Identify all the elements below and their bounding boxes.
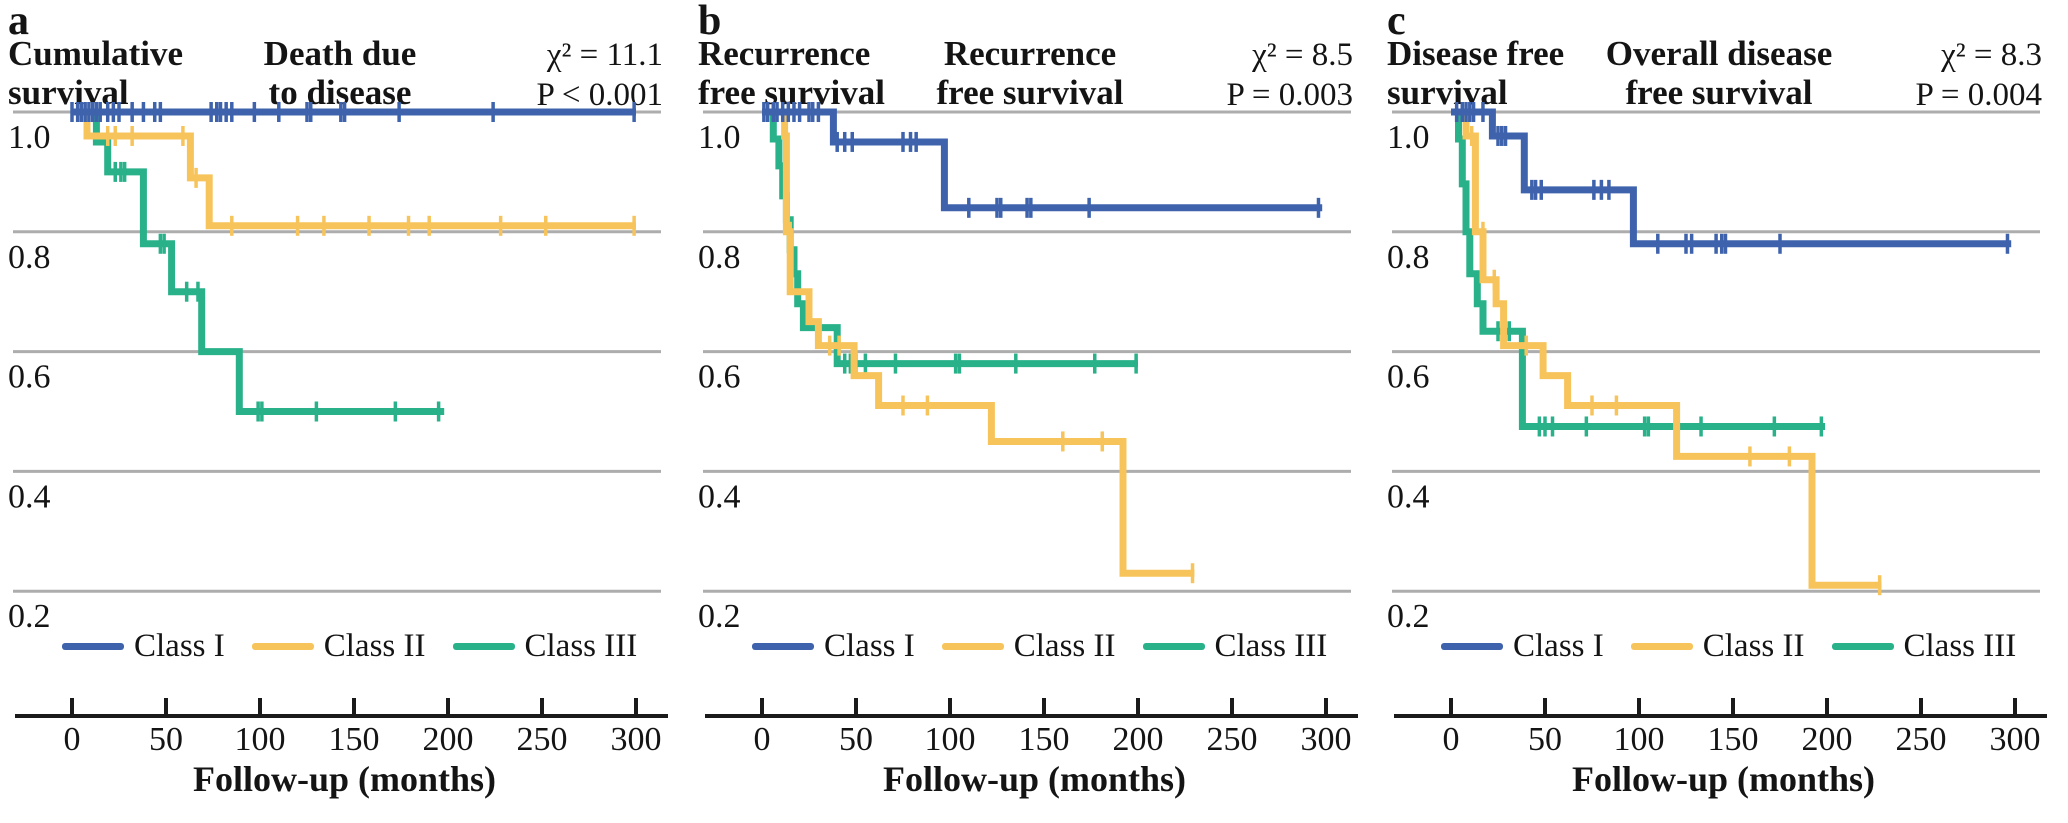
y-axis-tick-label: 1.0: [1387, 119, 1430, 156]
x-axis-tick-label: 100: [235, 721, 286, 758]
y-axis-tick-label: 0.2: [698, 598, 741, 635]
y-axis-title: Cumulative survival: [8, 34, 183, 113]
x-axis-tick-label: 250: [517, 721, 568, 758]
x-axis-tick-label: 100: [925, 721, 976, 758]
legend-label-class-ii: Class II: [323, 628, 426, 664]
km-curve-class-iii: [72, 108, 445, 415]
km-plot-panel-c: 1.0 0.8 0.6 0.4 0.2 0 50 100 150 200 250 300: [1387, 102, 2047, 758]
legend-swatch-class-i: [752, 643, 814, 650]
x-axis-tick-label: 50: [149, 721, 183, 758]
stats-annotation: χ² = 11.1 P < 0.001: [537, 36, 664, 115]
y-axis-tick-label: 0.6: [8, 359, 51, 396]
y-axis-tick-label: 0.8: [698, 239, 741, 276]
stats-annotation: χ² = 8.3 P = 0.004: [1916, 36, 2043, 115]
legend-label-class-i: Class I: [134, 628, 225, 664]
y-axis-title: Disease free survival: [1387, 34, 1565, 113]
x-axis-tick-label: 300: [1301, 721, 1352, 758]
legend-label-class-iii: Class III: [1903, 628, 2017, 664]
x-axis-tick-label: 50: [1528, 721, 1562, 758]
km-curve-class-i: [762, 108, 1323, 212]
panel-a: a Cumulative survival Death due to disea…: [0, 0, 689, 823]
x-axis-tick-label: 200: [423, 721, 474, 758]
panel-label: c: [1387, 0, 1406, 44]
y-axis-tick-label: 0.4: [8, 478, 51, 515]
x-axis-tick-label: 100: [1614, 721, 1665, 758]
y-axis-tick-label: 0.6: [698, 359, 741, 396]
stats-annotation: χ² = 8.5 P = 0.003: [1227, 36, 1354, 115]
x-axis-tick-label: 300: [1990, 721, 2041, 758]
chi-square-value: χ² = 11.1: [546, 37, 663, 73]
x-axis-tick-label: 250: [1896, 721, 1947, 758]
x-axis-tick-label: 200: [1802, 721, 1853, 758]
p-value: P = 0.003: [1226, 76, 1354, 113]
x-axis-tick-label: 0: [754, 721, 771, 758]
chi-square-value: χ² = 8.3: [1941, 37, 2042, 73]
x-axis-title: Follow-up (months): [882, 759, 1187, 799]
legend-label-class-i: Class I: [824, 628, 915, 664]
legend-label-class-iii: Class III: [524, 628, 638, 664]
y-axis-tick-label: 0.8: [1387, 239, 1430, 276]
p-value: P = 0.004: [1915, 76, 2043, 113]
x-axis-tick-label: 150: [329, 721, 380, 758]
y-axis-tick-label: 0.2: [1387, 598, 1430, 635]
legend-swatch-class-ii: [251, 643, 314, 650]
x-axis-tick-label: 50: [839, 721, 873, 758]
y-axis-tick-label: 0.2: [8, 598, 51, 635]
legend-label-class-ii: Class II: [1702, 628, 1805, 664]
panel-label: b: [698, 0, 722, 44]
km-plot-panel-a: 1.0 0.8 0.6 0.4 0.2 0 50 100 150 200 250 300: [8, 102, 668, 758]
x-axis-tick-label: 150: [1708, 721, 1759, 758]
legend-label-class-ii: Class II: [1013, 628, 1116, 664]
legend: Class I Class II Class III: [1441, 628, 2043, 665]
km-plot-panel-b: 1.0 0.8 0.6 0.4 0.2 0 50 100 150 200 250 300: [698, 102, 1358, 758]
legend-swatch-class-iii: [1142, 643, 1205, 650]
legend-swatch-class-ii: [941, 643, 1004, 650]
x-axis-tick-label: 0: [64, 721, 81, 758]
legend-label-class-i: Class I: [1513, 628, 1604, 664]
p-value: P < 0.001: [536, 76, 664, 113]
x-axis-tick-label: 200: [1113, 721, 1164, 758]
x-axis-title: Follow-up (months): [192, 759, 497, 799]
y-axis-title: Recurrence free survival: [698, 34, 885, 113]
y-axis-tick-label: 1.0: [8, 119, 51, 156]
km-curve-class-i: [1451, 108, 2012, 248]
chart-title: Death due to disease: [263, 34, 417, 113]
panel-label: a: [8, 0, 29, 44]
chart-title: Overall disease free survival: [1605, 34, 1833, 113]
x-axis-tick-label: 250: [1207, 721, 1258, 758]
km-curve-class-ii: [72, 108, 636, 230]
y-axis-tick-label: 0.4: [698, 478, 741, 515]
x-axis-tick-label: 150: [1019, 721, 1070, 758]
y-axis-tick-label: 0.8: [8, 239, 51, 276]
legend-swatch-class-ii: [1630, 643, 1693, 650]
x-axis-tick-label: 0: [1443, 721, 1460, 758]
legend-swatch-class-i: [62, 643, 124, 650]
km-curve-class-iii: [1451, 108, 1826, 430]
km-curve-class-ii: [762, 108, 1195, 577]
x-axis-title: Follow-up (months): [1571, 759, 1876, 799]
legend-swatch-class-iii: [1831, 643, 1894, 650]
km-curve-class-ii: [1451, 108, 1882, 589]
chi-square-value: χ² = 8.5: [1252, 37, 1353, 73]
legend: Class I Class II Class III: [62, 628, 664, 665]
panel-b: b Recurrence free survival Recurrence fr…: [690, 0, 1379, 823]
y-axis-tick-label: 0.6: [1387, 359, 1430, 396]
y-axis-tick-label: 0.4: [1387, 478, 1430, 515]
x-axis-tick-label: 300: [611, 721, 662, 758]
legend-label-class-iii: Class III: [1214, 628, 1328, 664]
chart-title: Recurrence free survival: [936, 34, 1124, 113]
panel-c: c Disease free survival Overall disease …: [1379, 0, 2068, 823]
legend-swatch-class-iii: [452, 643, 515, 650]
y-axis-tick-label: 1.0: [698, 119, 741, 156]
legend-swatch-class-i: [1441, 643, 1503, 650]
legend: Class I Class II Class III: [752, 628, 1354, 665]
